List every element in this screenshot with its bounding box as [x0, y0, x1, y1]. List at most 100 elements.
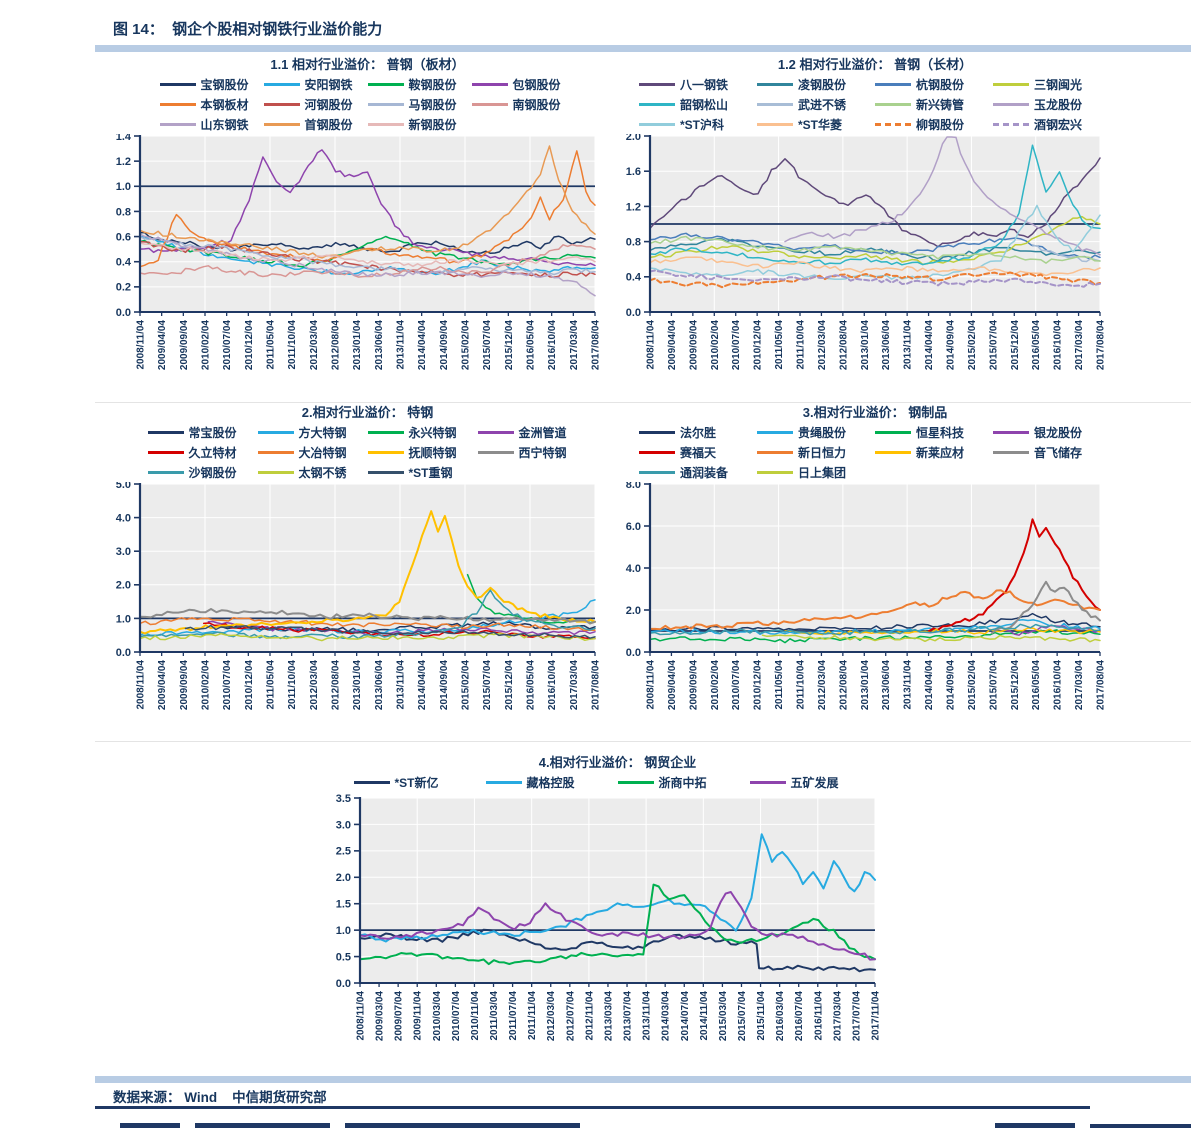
legend-swatch — [875, 450, 911, 454]
y-axis-tick-label: 0.8 — [626, 236, 641, 248]
legend-swatch — [757, 450, 793, 454]
y-axis-tick-label: 2.0 — [626, 134, 641, 143]
legend-label: 藏格控股 — [526, 775, 575, 790]
x-axis-tick-label: 2013/11/04 — [396, 660, 407, 710]
series-line — [139, 149, 596, 267]
series-line — [784, 136, 1101, 256]
x-axis-tick-label: 2012/03/04 — [817, 320, 828, 370]
x-axis-tick-label: 2016/10/04 — [1053, 320, 1064, 370]
x-axis-tick-label: 2015/02/04 — [967, 320, 978, 370]
legend-item: 首钢股份 — [263, 116, 368, 133]
x-axis-tick-label: 2014/09/04 — [946, 320, 957, 370]
x-axis-tick-label: 2016/05/04 — [526, 660, 537, 710]
legend-swatch — [639, 102, 675, 106]
x-axis-tick-label: 2013/01/04 — [352, 320, 363, 370]
x-axis-tick-label: 2010/12/04 — [244, 660, 255, 710]
legend-label: 法尔胜 — [680, 425, 717, 440]
legend-swatch — [367, 122, 404, 126]
x-axis-tick-label: 2011/07/04 — [508, 991, 519, 1041]
legend-label: 永兴特钢 — [408, 425, 457, 440]
x-axis-tick-label: 2016/10/04 — [547, 660, 558, 710]
y-axis-tick-label: 3.5 — [336, 793, 351, 805]
x-axis-tick-label: 2015/12/04 — [504, 320, 515, 370]
legend-swatch — [875, 82, 911, 86]
legend-label: 八一钢铁 — [680, 77, 729, 92]
x-axis-tick-label: 2010/12/04 — [753, 320, 764, 370]
series-line — [359, 928, 876, 973]
clipped-text-fragment — [195, 1123, 330, 1128]
chart-title: 1.2 相对行业溢价： 普钢（长材） — [777, 57, 973, 72]
x-axis-tick-label: 2015/07/04 — [482, 320, 493, 370]
legend-swatch — [639, 470, 675, 474]
y-axis-tick-label: 0.0 — [626, 307, 641, 319]
legend-label: 新莱应材 — [916, 445, 965, 460]
legend-item: 河钢股份 — [263, 96, 368, 113]
chart-gangmao-qiye: 4.相对行业溢价： 钢贸企业 *ST新亿 藏格控股 浙商中拓 五矿发展 0.0 0.5 1.0… — [330, 750, 890, 1069]
chart-tegang: 2.相对行业溢价： 特钢 常宝股份 方大特钢 永兴特钢 金洲管道 久立特材 大冶特钢 抚顺特钢… — [95, 404, 600, 734]
x-axis-tick-label: 2009/03/04 — [375, 991, 386, 1041]
legend-label: 金洲管道 — [518, 425, 567, 440]
y-axis-tick-label: 3.0 — [336, 819, 351, 831]
legend-label: 五矿发展 — [790, 775, 839, 790]
legend-label: 新日恒力 — [798, 445, 847, 460]
chart-plot: 0.0 0.4 0.8 1.2 1.6 2.0 2008/11/04 2009/04/04 20… — [626, 134, 1105, 370]
legend-label: 鞍钢股份 — [408, 77, 457, 92]
y-axis-tick-label: 0.6 — [116, 231, 131, 243]
footer-rule — [95, 1106, 1090, 1109]
x-axis-tick-label: 2011/05/04 — [266, 660, 277, 710]
x-axis-tick-label: 2011/10/04 — [287, 660, 298, 710]
legend-item: *ST重钢 — [367, 464, 478, 481]
x-axis-tick-label: 2017/08/04 — [591, 320, 601, 370]
y-axis-tick-label: 4.0 — [116, 512, 131, 524]
y-axis-tick-label: 0.4 — [116, 257, 132, 269]
x-axis-tick-label: 2012/03/04 — [546, 991, 557, 1041]
legend-swatch — [757, 430, 793, 434]
legend-swatch — [749, 780, 786, 784]
legend-item: 酒钢宏兴 — [993, 116, 1111, 133]
x-axis-tick-label: 2014/09/04 — [439, 320, 450, 370]
x-axis-tick-label: 2010/07/04 — [731, 320, 742, 370]
x-axis-tick-label: 2017/07/04 — [851, 991, 862, 1041]
legend-label: 新兴铸管 — [916, 97, 965, 112]
x-axis-tick-label: 2010/02/04 — [201, 660, 212, 710]
series-line — [139, 231, 596, 255]
legend-swatch — [993, 430, 1029, 434]
x-axis-tick-label: 2010/07/04 — [731, 660, 742, 710]
x-axis-tick-label: 2010/12/04 — [753, 660, 764, 710]
y-axis-tick-label: 0.0 — [336, 978, 351, 990]
legend-label: 包钢股份 — [512, 77, 561, 92]
legend-swatch — [367, 450, 404, 454]
legend-label: 西宁特钢 — [518, 445, 567, 460]
x-axis-tick-label: 2016/10/04 — [1053, 660, 1064, 710]
legend-label: 首钢股份 — [304, 117, 353, 132]
legend-item: 杭钢股份 — [875, 76, 993, 93]
legend-item: 通润装备 — [639, 464, 757, 481]
x-axis-tick-label: 2013/06/04 — [881, 320, 892, 370]
x-axis-tick-label: 2012/03/04 — [309, 320, 320, 370]
section-divider — [95, 402, 1191, 403]
chart-title: 3.相对行业溢价： 钢制品 — [802, 405, 948, 420]
x-axis-tick-label: 2014/09/04 — [439, 660, 450, 710]
legend-item: 柳钢股份 — [875, 116, 993, 133]
x-axis-tick-label: 2008/11/04 — [646, 660, 657, 710]
legend-item: 山东钢铁 — [159, 116, 264, 133]
legend-item: 音飞储存 — [993, 444, 1111, 461]
series-line — [649, 204, 1101, 281]
y-axis-tick-label: 4.0 — [626, 563, 641, 575]
legend-item: 常宝股份 — [147, 424, 258, 441]
x-axis-tick-label: 2014/07/04 — [680, 991, 691, 1041]
legend-item: 新莱应材 — [875, 444, 993, 461]
x-axis-tick-label: 2008/11/04 — [356, 991, 367, 1041]
x-axis-tick-label: 2008/11/04 — [136, 660, 147, 710]
legend-swatch — [757, 470, 793, 474]
chart-title: 1.1 相对行业溢价： 普钢（板材） — [270, 57, 465, 72]
legend-item: 银龙股份 — [993, 424, 1111, 441]
x-axis-tick-label: 2016/05/04 — [1031, 320, 1042, 370]
series-line — [139, 242, 596, 268]
legend-swatch — [639, 450, 675, 454]
data-source-text: 数据来源： Wind 中信期货研究部 — [113, 1090, 327, 1105]
legend-swatch — [263, 82, 300, 86]
legend-item: 玉龙股份 — [993, 96, 1111, 113]
x-axis-tick-label: 2013/11/04 — [642, 991, 653, 1041]
legend-swatch — [263, 122, 300, 126]
